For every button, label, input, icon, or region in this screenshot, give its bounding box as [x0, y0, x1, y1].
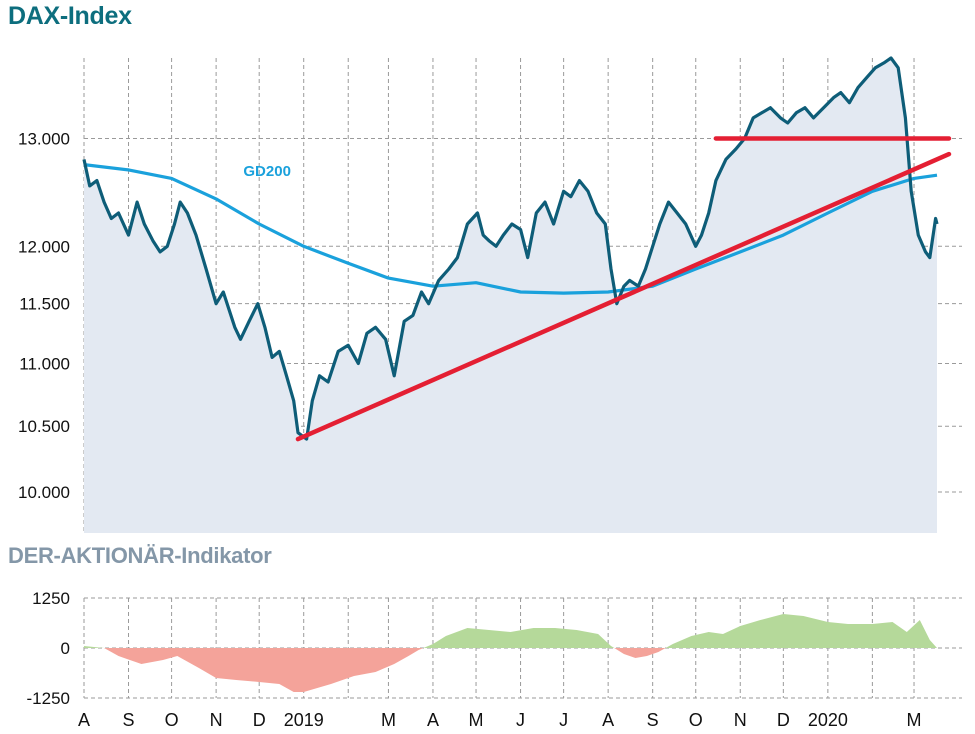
y-tick-label: 0 [61, 639, 70, 658]
indicator-title: DER-AKTIONÄR-Indikator [8, 543, 272, 568]
y-tick-label: 11.500 [19, 295, 70, 314]
y-tick-label: 10.000 [18, 483, 70, 502]
x-month-label: A [78, 710, 90, 730]
x-month-label: M [381, 710, 396, 730]
x-month-label: M [907, 710, 922, 730]
x-month-label: A [427, 710, 439, 730]
indicator-area [84, 614, 937, 692]
dax-line [82, 56, 939, 441]
x-month-label: O [689, 710, 703, 730]
indicator-positive-area [84, 614, 937, 648]
x-month-label: 2019 [284, 710, 324, 730]
dax-area [84, 58, 937, 533]
x-month-label: N [734, 710, 747, 730]
y-tick-label: 12.000 [18, 237, 70, 256]
chart-title: DAX-Index [8, 2, 132, 30]
trend-line [295, 151, 952, 442]
trend-layer: GD200 [243, 136, 952, 442]
x-month-label: D [777, 710, 790, 730]
y-ticks-indicator: -1250 0 1250 [27, 589, 70, 708]
y-tick-label: 11.000 [19, 355, 70, 374]
x-month-label: J [559, 710, 568, 730]
gd200-layer [83, 163, 938, 295]
x-month-label: N [210, 710, 223, 730]
x-month-label: S [123, 710, 135, 730]
dax-layer [82, 56, 939, 441]
x-month-label: O [165, 710, 179, 730]
x-month-label: S [647, 710, 659, 730]
x-month-label: A [602, 710, 614, 730]
y-tick-label: 1250 [32, 589, 70, 608]
y-tick-label: -1250 [27, 689, 70, 708]
x-month-label: 2020 [808, 710, 848, 730]
gd200-label: GD200 [243, 163, 291, 180]
indicator-negative-area [84, 648, 937, 692]
x-month-label: M [469, 710, 484, 730]
x-month-labels: A S O N D 2019 M A M J J A S O N D 2020 M [78, 710, 922, 730]
gd200-line [83, 163, 938, 295]
y-ticks-main: 10.000 10.500 11.000 11.500 12.000 13.000 [18, 129, 70, 501]
x-month-label: J [516, 710, 525, 730]
y-tick-label: 13.000 [18, 129, 70, 148]
main-area-fill [84, 58, 937, 533]
x-month-label: D [253, 710, 266, 730]
y-tick-label: 10.500 [18, 417, 70, 436]
